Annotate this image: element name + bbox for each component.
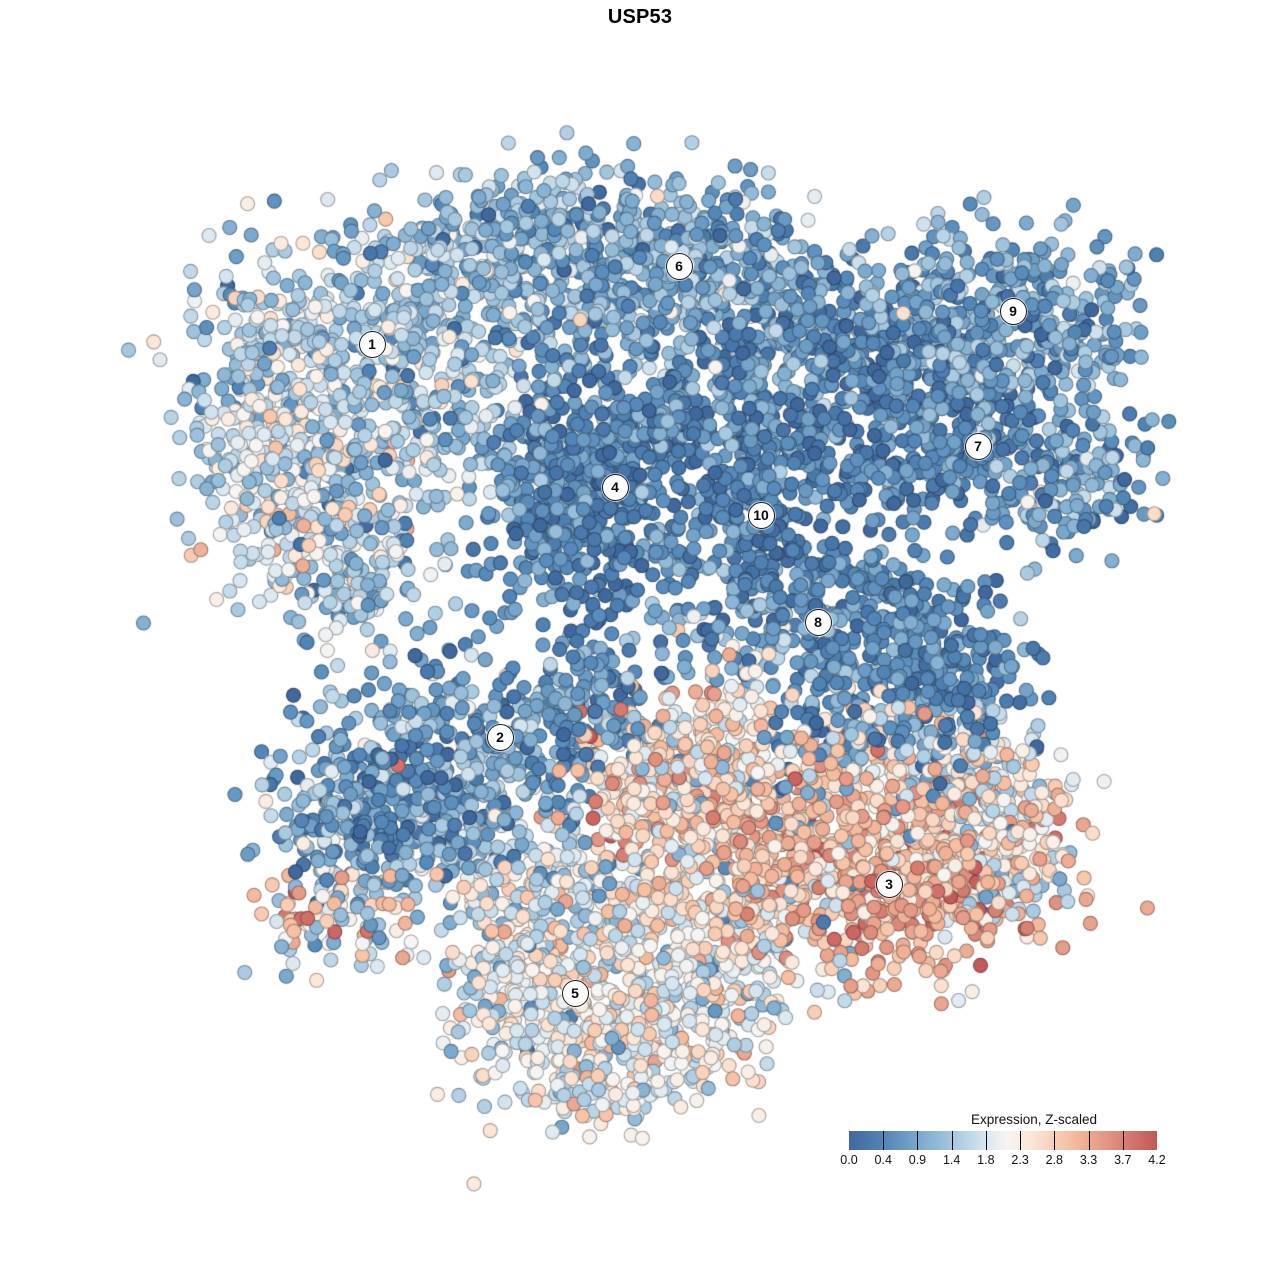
legend-tick-label: 3.7	[1114, 1153, 1132, 1167]
legend-tick-mark	[951, 1131, 953, 1150]
legend-tick-label: 0.9	[908, 1153, 927, 1167]
cluster-label-1: 1	[358, 330, 386, 358]
legend-tick-mark	[883, 1131, 885, 1150]
legend-colorbar	[849, 1131, 1157, 1150]
legend-tick-label: 1.4	[942, 1153, 961, 1167]
legend-tick-label: 0.0	[840, 1153, 858, 1167]
cluster-label-6: 6	[665, 252, 693, 280]
cluster-label-9: 9	[999, 297, 1027, 325]
legend: Expression, Z-scaled 0.0 0.4 0.9 1.4 1.8 2.3 2…	[840, 1112, 1165, 1169]
legend-tick-label: 3.3	[1079, 1153, 1098, 1167]
cluster-label-3: 3	[875, 870, 903, 898]
legend-tick-mark	[1020, 1131, 1022, 1150]
legend-tick-labels: 0.0 0.4 0.9 1.4 1.8 2.3 2.8 3.3 3.7 4.2	[840, 1153, 1165, 1169]
legend-tick-label: 4.2	[1148, 1153, 1166, 1167]
cluster-label-4: 4	[601, 473, 629, 501]
cluster-label-7: 7	[964, 432, 992, 460]
cluster-label-8: 8	[804, 608, 832, 636]
cluster-label-5: 5	[561, 979, 589, 1007]
legend-tick-mark	[1054, 1131, 1056, 1150]
legend-tick-mark	[985, 1131, 987, 1150]
legend-tick-mark	[1122, 1131, 1124, 1150]
legend-tick-label: 2.3	[1011, 1153, 1029, 1167]
cluster-label-2: 2	[486, 723, 514, 751]
cluster-label-10: 10	[747, 501, 775, 529]
legend-tick-label: 2.8	[1045, 1153, 1064, 1167]
legend-tick-mark	[1088, 1131, 1090, 1150]
legend-tick-label: 0.4	[874, 1153, 892, 1167]
legend-tick-label: 1.8	[977, 1153, 995, 1167]
legend-title: Expression, Z-scaled	[970, 1112, 1098, 1127]
legend-tick-mark	[917, 1131, 919, 1150]
